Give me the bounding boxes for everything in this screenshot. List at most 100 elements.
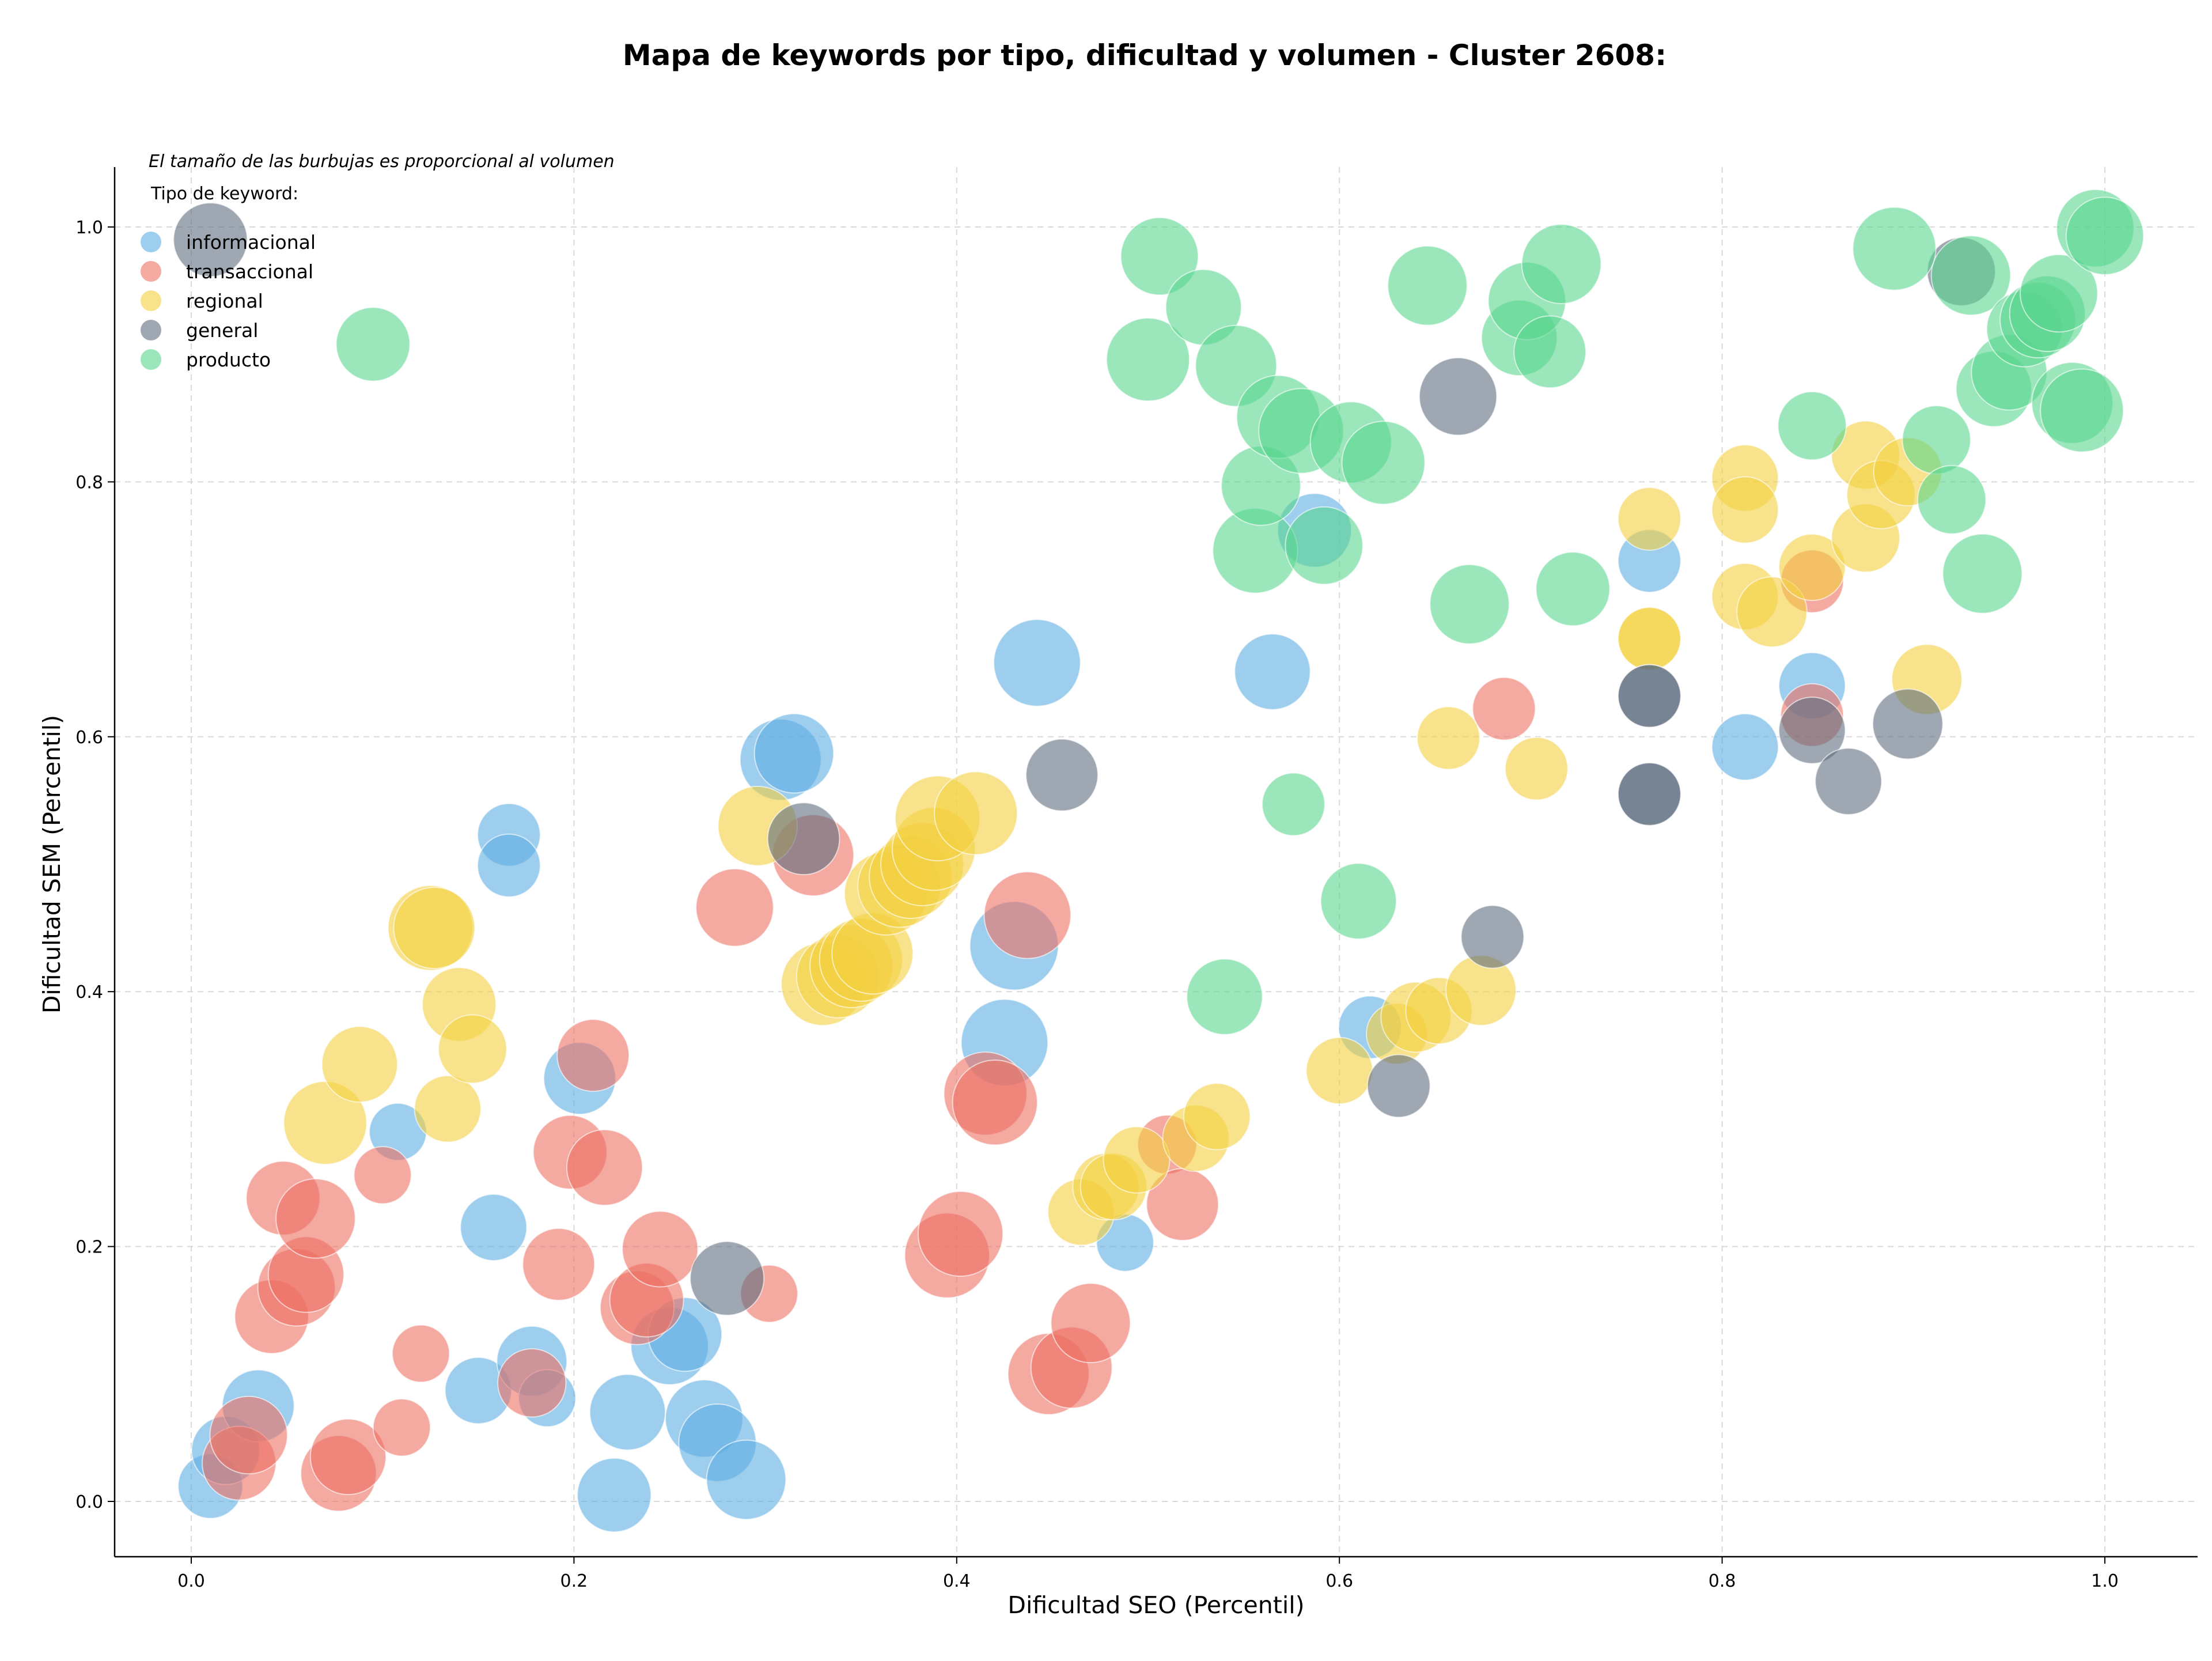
x-tick-label: 0.8 [1709,1571,1736,1591]
bubble-producto [2020,253,2099,333]
bubble-regional [1416,706,1480,770]
bubble-regional [1504,736,1569,801]
bubble-informacional [753,713,835,794]
bubble-general [1815,747,1883,815]
legend-marker [141,290,161,311]
bubble-regional [1736,576,1808,648]
series-regional [283,420,1963,1246]
legend-marker [141,320,161,340]
bubble-transaccional [983,871,1071,959]
bubble-producto [335,307,411,382]
x-tick-label: 0.0 [177,1571,205,1591]
bubble-general [1872,688,1944,760]
bubble-regional [321,1026,398,1103]
bubble-producto [1902,405,1971,475]
legend-item-transaccional: transaccional [141,260,313,283]
bubble-regional [1617,607,1681,671]
bubble-regional [414,1075,482,1143]
legend-label: regional [186,290,263,312]
bubble-informacional [993,619,1081,707]
y-tick-label: 0.6 [75,728,103,748]
bubble-transaccional [209,1395,288,1475]
bubble-regional [438,1014,507,1084]
legend-item-general: general [141,319,258,342]
bubble-regional [1617,487,1681,551]
bubble-general [1778,697,1846,765]
bubble-informacional [577,1457,652,1533]
bubble-producto [1513,315,1587,389]
bubble-regional [283,1081,368,1166]
legend-item-regional: regional [141,290,263,312]
bubble-producto [1852,206,1937,291]
bubble-transaccional [353,1146,412,1205]
bubble-producto [2040,368,2124,453]
legend-marker [141,349,161,370]
bubble-producto [1535,551,1611,627]
bubble-producto [1262,772,1325,837]
y-axis-label: Dificultad SEM (Percentil) [38,715,66,1013]
y-tick-label: 0.4 [75,982,103,1002]
bubble-general [1617,762,1681,826]
bubble-transaccional [1050,1282,1131,1364]
bubble-transaccional [556,1019,630,1092]
legend-title: Tipo de keyword: [150,184,298,204]
legend-item-informacional: informacional [141,231,316,253]
bubble-producto [1186,958,1263,1035]
x-axis-label: Dificultad SEO (Percentil) [1007,1591,1304,1619]
y-tick-label: 0.8 [75,472,103,493]
bubble-informacional [460,1193,528,1262]
bubble-transaccional [622,1210,699,1288]
legend-marker [141,261,161,282]
bubble-producto [1917,465,1987,535]
bubble-producto [1429,563,1510,645]
bubble-transaccional [392,1324,450,1383]
bubble-general [1366,1054,1431,1118]
legend-label: informacional [186,231,316,253]
legend-item-producto: producto [141,349,271,371]
chart-title: Mapa de keywords por tipo, dificultad y … [623,39,1666,72]
bubble-transaccional [695,868,774,947]
axis-ticks: 0.0 0.2 0.4 0.6 0.8 1.0 0.0 0.2 0.4 0.6 0.8 1.0 [75,218,2119,1591]
bubble-transaccional [309,1418,387,1496]
bubble-producto [2065,196,2145,275]
bubble-informacional [589,1374,666,1451]
legend-marker [141,232,161,252]
x-tick-label: 0.6 [1325,1571,1353,1591]
bubble-producto [1387,245,1468,326]
bubble-transaccional [952,1060,1038,1146]
bubble-transaccional [372,1398,431,1457]
bubble-regional [934,771,1018,856]
bubble-regional [1711,476,1779,544]
bubble-transaccional [1472,676,1536,741]
bubble-general [1418,357,1498,436]
bubble-regional [1183,1083,1251,1151]
legend-label: transaccional [186,260,313,283]
bubble-producto [1942,533,2023,614]
y-tick-label: 0.2 [75,1238,103,1258]
axes [113,167,2198,1558]
bubbles-layer [173,189,2145,1533]
bubble-informacional [477,833,541,898]
bubble-producto [1777,391,1847,461]
y-tick-label: 1.0 [75,218,103,238]
bubble-general [690,1240,765,1316]
bubble-informacional [706,1439,787,1520]
bubble-transaccional [566,1129,643,1206]
bubble-producto [1106,317,1190,402]
legend-label: general [186,319,258,342]
legend: Tipo de keyword: informacional transaccio… [141,184,316,371]
bubble-producto [1320,862,1397,940]
bubble-producto [1120,217,1199,296]
bubble-general [1460,905,1525,969]
bubble-producto [1341,421,1426,505]
bubble-transaccional [275,1178,356,1259]
legend-label: producto [186,349,271,371]
bubble-producto [1521,224,1602,304]
bubble-regional [1305,1036,1373,1104]
bubble-producto [1285,506,1363,585]
bubble-transaccional [497,1348,567,1418]
bubble-general [173,202,248,278]
x-tick-label: 1.0 [2091,1571,2119,1591]
bubble-general [1617,664,1681,728]
